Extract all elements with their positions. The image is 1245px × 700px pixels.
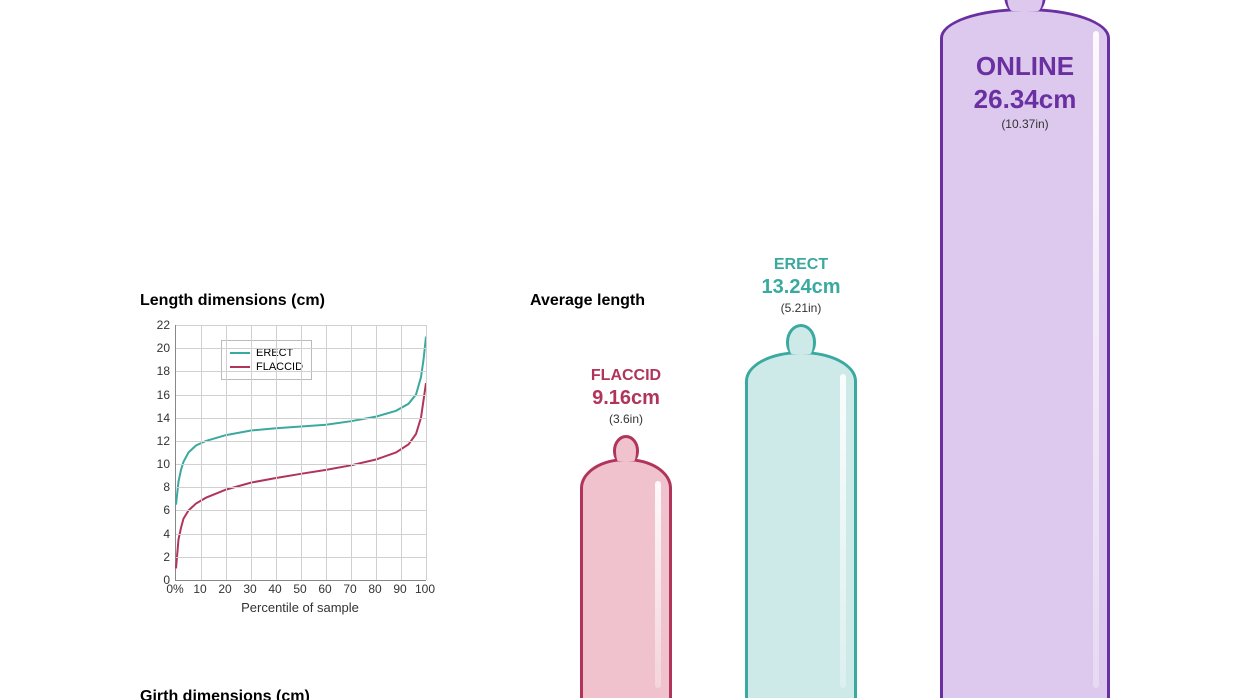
- shape-flaccid: [580, 435, 672, 700]
- chart-xlabel: Percentile of sample: [175, 600, 425, 615]
- xtick-label: 100: [415, 582, 435, 596]
- shape-tip: [1004, 0, 1046, 11]
- shape-label-erect: ERECT 13.24cm (5.21in): [701, 256, 901, 315]
- shape-body: [580, 458, 672, 698]
- ytick-label: 8: [140, 480, 170, 494]
- ytick-label: 6: [140, 503, 170, 517]
- shape-value-in: (3.6in): [526, 412, 726, 426]
- ytick-label: 20: [140, 341, 170, 355]
- gridline-v: [376, 325, 377, 580]
- shape-category: ONLINE: [925, 51, 1125, 82]
- shape-tip: [786, 324, 816, 354]
- ytick-label: 10: [140, 457, 170, 471]
- ytick-label: 18: [140, 364, 170, 378]
- xtick-label: 70: [343, 582, 356, 596]
- xtick-label: 10: [193, 582, 206, 596]
- shape-value-in: (10.37in): [925, 117, 1125, 131]
- shape-category: ERECT: [701, 256, 901, 274]
- ytick-label: 22: [140, 318, 170, 332]
- shape-body: [745, 351, 857, 698]
- comparison-title: Average length: [530, 292, 645, 310]
- gridline-v: [326, 325, 327, 580]
- shape-online: ONLINE26.34cm(10.37in): [940, 0, 1110, 700]
- shape-highlight: [840, 374, 846, 688]
- shape-value-cm: 9.16cm: [526, 387, 726, 410]
- gridline-v: [251, 325, 252, 580]
- ytick-label: 4: [140, 527, 170, 541]
- chart-legend: ERECT FLACCID: [221, 340, 312, 380]
- shape-highlight: [655, 481, 661, 688]
- gridline-v: [201, 325, 202, 580]
- shape-value-cm: 26.34cm: [925, 84, 1125, 115]
- infographic-canvas: Length dimensions (cm) Average length ER…: [0, 0, 1245, 700]
- xtick-label: 60: [318, 582, 331, 596]
- xtick-label: 80: [368, 582, 381, 596]
- gridline-v: [401, 325, 402, 580]
- legend-swatch-erect: [230, 352, 250, 354]
- shape-label-online: ONLINE26.34cm (10.37in): [925, 51, 1125, 131]
- xtick-label: 0%: [166, 582, 183, 596]
- shape-tip: [613, 435, 639, 461]
- girth-title: Girth dimensions (cm): [140, 688, 310, 700]
- shape-value-cm: 13.24cm: [701, 276, 901, 299]
- gridline-v: [426, 325, 427, 580]
- xtick-label: 30: [243, 582, 256, 596]
- gridline-v: [276, 325, 277, 580]
- ytick-label: 16: [140, 388, 170, 402]
- shape-label-flaccid: FLACCID 9.16cm (3.6in): [526, 367, 726, 426]
- gridline-v: [226, 325, 227, 580]
- shape-value-in: (5.21in): [701, 301, 901, 315]
- legend-swatch-flaccid: [230, 366, 250, 368]
- chart-grid: ERECT FLACCID: [175, 325, 426, 581]
- ytick-label: 14: [140, 411, 170, 425]
- shape-category: FLACCID: [526, 367, 726, 385]
- xtick-label: 40: [268, 582, 281, 596]
- xtick-label: 90: [393, 582, 406, 596]
- shape-body: ONLINE26.34cm(10.37in): [940, 8, 1110, 698]
- ytick-label: 2: [140, 550, 170, 564]
- gridline-v: [351, 325, 352, 580]
- length-chart: ERECT FLACCID Percentile of sample 02468…: [140, 320, 430, 620]
- shape-erect: [745, 324, 857, 700]
- ytick-label: 12: [140, 434, 170, 448]
- xtick-label: 50: [293, 582, 306, 596]
- gridline-v: [301, 325, 302, 580]
- chart-title: Length dimensions (cm): [140, 292, 325, 310]
- xtick-label: 20: [218, 582, 231, 596]
